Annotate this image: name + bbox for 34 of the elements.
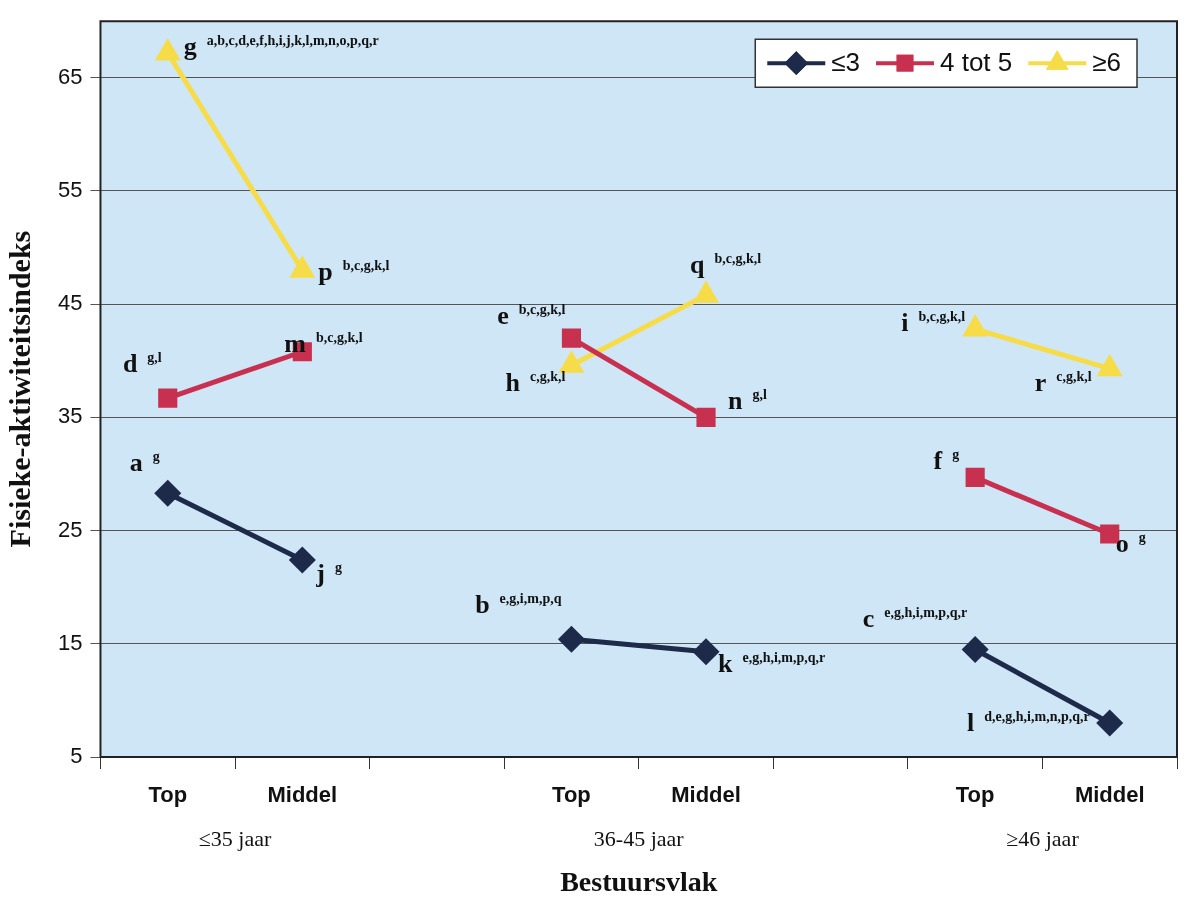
x-axis-title: Bestuursvlak	[560, 866, 718, 898]
x-tick-label: Top	[955, 782, 995, 808]
point	[558, 626, 584, 652]
y-tick-label: 15	[57, 629, 83, 655]
x-tick-label: Top	[148, 782, 188, 808]
legend-label: ≥6	[1092, 47, 1121, 78]
point	[289, 255, 316, 278]
y-tick-label: 65	[57, 63, 83, 89]
point	[696, 407, 716, 427]
y-axis-title: Fisieke-aktiwiteitsindeks	[2, 230, 36, 548]
x-tick-label: Top	[552, 782, 591, 808]
y-tick-label: 5	[70, 743, 83, 769]
point	[962, 636, 988, 662]
legend-label: ≤3	[831, 47, 860, 78]
x-tick-label: Middel	[1074, 782, 1145, 808]
point	[289, 547, 315, 573]
y-tick-label: 25	[57, 516, 83, 542]
point	[154, 38, 181, 61]
y-tick-label: 55	[57, 177, 83, 203]
legend-label: 4 tot 5	[940, 47, 1013, 78]
point	[693, 639, 719, 665]
y-tick-label: 35	[57, 403, 83, 429]
text: ≤35 jaar	[198, 825, 272, 851]
point	[155, 480, 181, 506]
point	[158, 388, 178, 408]
text: ≥46 jaar	[1006, 825, 1080, 851]
y-tick-label: 45	[57, 290, 83, 316]
point	[561, 328, 582, 348]
x-tick-label: Middel	[671, 782, 741, 808]
x-tick-label: Middel	[267, 782, 338, 808]
point	[694, 280, 719, 303]
text: 36-45 jaar	[593, 825, 685, 851]
point	[1097, 710, 1123, 736]
point	[965, 467, 985, 487]
